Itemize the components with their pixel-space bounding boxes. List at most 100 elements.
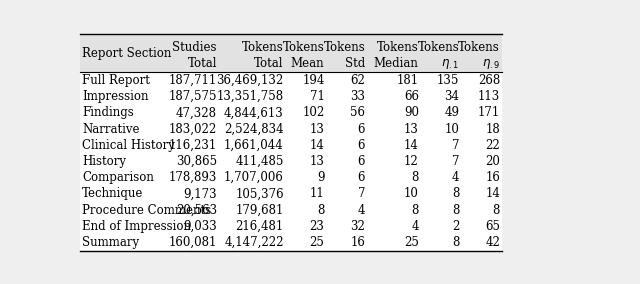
Text: 14: 14	[485, 187, 500, 201]
Text: 20,563: 20,563	[176, 204, 217, 217]
Text: 8: 8	[452, 187, 460, 201]
Text: 10: 10	[404, 187, 419, 201]
Text: 9,033: 9,033	[183, 220, 217, 233]
Text: Clinical History: Clinical History	[82, 139, 175, 152]
Text: Mean: Mean	[291, 57, 324, 70]
Text: 13: 13	[310, 155, 324, 168]
Text: 32: 32	[350, 220, 365, 233]
Text: 18: 18	[485, 123, 500, 135]
Text: 20: 20	[485, 155, 500, 168]
Text: 6: 6	[358, 123, 365, 135]
Text: 23: 23	[310, 220, 324, 233]
Bar	[80, 234, 502, 250]
Text: 160,081: 160,081	[168, 236, 217, 249]
Bar	[80, 105, 502, 121]
Text: Summary: Summary	[82, 236, 139, 249]
Text: 47,328: 47,328	[176, 106, 217, 119]
Text: 4,844,613: 4,844,613	[224, 106, 284, 119]
Text: 13,351,758: 13,351,758	[217, 90, 284, 103]
Text: End of Impression: End of Impression	[82, 220, 191, 233]
Text: 268: 268	[478, 74, 500, 87]
Text: Procedure Comments: Procedure Comments	[82, 204, 211, 217]
Text: 7: 7	[452, 155, 460, 168]
Text: Narrative: Narrative	[82, 123, 140, 135]
Text: 14: 14	[404, 139, 419, 152]
Bar	[80, 34, 502, 72]
Text: Total: Total	[254, 57, 284, 70]
Bar	[80, 89, 502, 105]
Text: 102: 102	[302, 106, 324, 119]
Text: 8: 8	[412, 204, 419, 217]
Text: $\eta_{.1}$: $\eta_{.1}$	[442, 57, 460, 71]
Text: 178,893: 178,893	[168, 171, 217, 184]
Bar	[80, 153, 502, 170]
Text: 36,469,132: 36,469,132	[216, 74, 284, 87]
Text: 13: 13	[310, 123, 324, 135]
Bar	[80, 218, 502, 234]
Text: 187,711: 187,711	[169, 74, 217, 87]
Text: History: History	[82, 155, 126, 168]
Text: 1,661,044: 1,661,044	[224, 139, 284, 152]
Text: 9: 9	[317, 171, 324, 184]
Text: 216,481: 216,481	[236, 220, 284, 233]
Text: 187,575: 187,575	[168, 90, 217, 103]
Text: Tokens: Tokens	[418, 41, 460, 54]
Text: 113: 113	[478, 90, 500, 103]
Bar	[80, 137, 502, 153]
Text: 194: 194	[302, 74, 324, 87]
Text: 6: 6	[358, 171, 365, 184]
Text: 8: 8	[317, 204, 324, 217]
Text: 13: 13	[404, 123, 419, 135]
Text: 8: 8	[412, 171, 419, 184]
Text: Tokens: Tokens	[323, 41, 365, 54]
Text: Impression: Impression	[82, 90, 148, 103]
Text: 16: 16	[350, 236, 365, 249]
Text: Tokens: Tokens	[377, 41, 419, 54]
Text: 7: 7	[358, 187, 365, 201]
Text: 33: 33	[350, 90, 365, 103]
Text: $\eta_{.9}$: $\eta_{.9}$	[482, 57, 500, 71]
Text: Std: Std	[345, 57, 365, 70]
Text: 6: 6	[358, 155, 365, 168]
Text: 90: 90	[404, 106, 419, 119]
Text: Report Section: Report Section	[82, 47, 172, 60]
Text: 22: 22	[485, 139, 500, 152]
Text: 10: 10	[445, 123, 460, 135]
Text: 183,022: 183,022	[169, 123, 217, 135]
Text: Tokens: Tokens	[458, 41, 500, 54]
Text: 34: 34	[444, 90, 460, 103]
Text: 42: 42	[485, 236, 500, 249]
Text: 411,485: 411,485	[236, 155, 284, 168]
Bar	[80, 202, 502, 218]
Text: 2: 2	[452, 220, 460, 233]
Text: 8: 8	[452, 204, 460, 217]
Text: 4: 4	[452, 171, 460, 184]
Text: Total: Total	[188, 57, 217, 70]
Text: Full Report: Full Report	[82, 74, 150, 87]
Text: 65: 65	[485, 220, 500, 233]
Text: 116,231: 116,231	[169, 139, 217, 152]
Text: 30,865: 30,865	[176, 155, 217, 168]
Text: 62: 62	[350, 74, 365, 87]
Text: 66: 66	[404, 90, 419, 103]
Text: 11: 11	[310, 187, 324, 201]
Text: 171: 171	[478, 106, 500, 119]
Text: 4,147,222: 4,147,222	[225, 236, 284, 249]
Text: Technique: Technique	[82, 187, 143, 201]
Text: 135: 135	[437, 74, 460, 87]
Text: Comparison: Comparison	[82, 171, 154, 184]
Text: 9,173: 9,173	[183, 187, 217, 201]
Text: Tokens: Tokens	[242, 41, 284, 54]
Text: 6: 6	[358, 139, 365, 152]
Text: 7: 7	[452, 139, 460, 152]
Text: 4: 4	[412, 220, 419, 233]
Text: 179,681: 179,681	[236, 204, 284, 217]
Text: 8: 8	[452, 236, 460, 249]
Bar	[80, 170, 502, 186]
Bar	[80, 72, 502, 89]
Text: 56: 56	[350, 106, 365, 119]
Text: 14: 14	[310, 139, 324, 152]
Bar	[80, 186, 502, 202]
Text: Studies: Studies	[172, 41, 217, 54]
Text: 4: 4	[358, 204, 365, 217]
